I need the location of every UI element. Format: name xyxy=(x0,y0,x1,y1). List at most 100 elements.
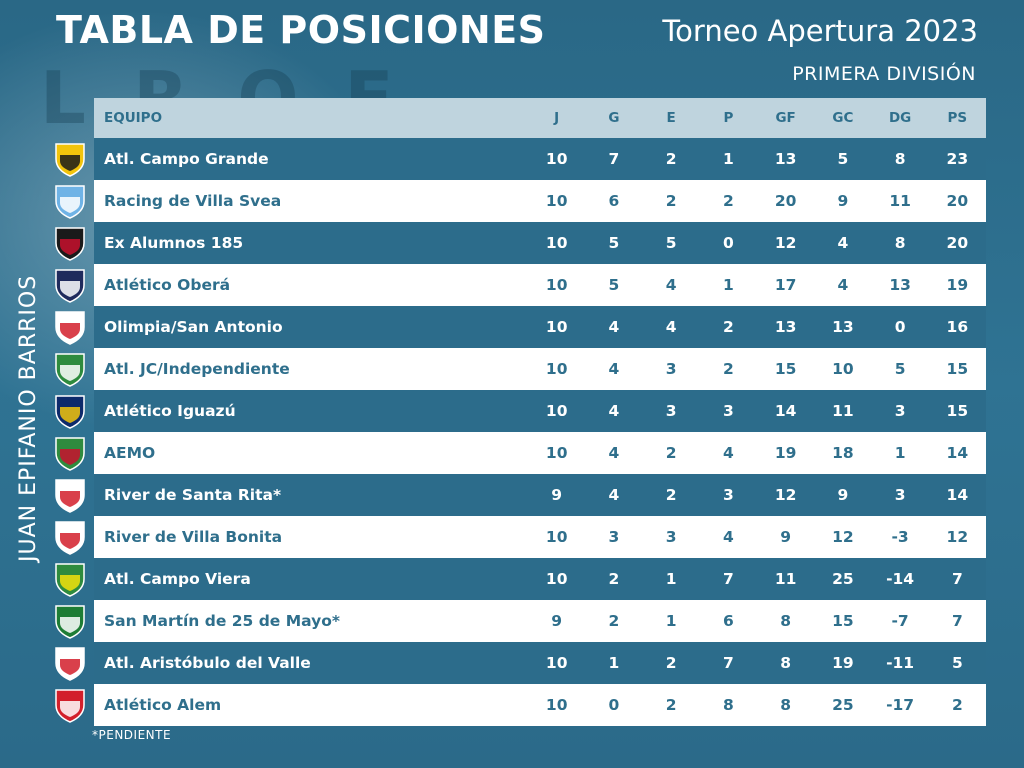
team-name: Atlético Oberá xyxy=(104,276,231,294)
table-row: Atl. Campo Viera 10 2 1 7 11 25 -14 7 xyxy=(55,558,986,600)
table-row: Atl. Aristóbulo del Valle 10 1 2 7 8 19 -11 5 xyxy=(55,642,986,684)
cell-won: 2 xyxy=(608,570,620,588)
cell-lost: 2 xyxy=(723,318,734,336)
cell-played: 10 xyxy=(545,654,568,672)
cell-drawn: 1 xyxy=(665,612,677,630)
column-header-goal-difference: DG xyxy=(888,110,912,126)
cell-goal-difference: 5 xyxy=(894,360,906,378)
team-name: Atlético Iguazú xyxy=(104,402,236,420)
team-name: Atl. Campo Grande xyxy=(104,150,269,168)
cell-goal-difference: -11 xyxy=(886,654,915,672)
cell-lost: 4 xyxy=(723,444,734,462)
cell-goals-for: 11 xyxy=(774,570,797,588)
cell-drawn: 2 xyxy=(665,192,677,210)
cell-played: 10 xyxy=(545,234,568,252)
cell-goals-for: 8 xyxy=(780,654,792,672)
cell-drawn: 5 xyxy=(665,234,677,252)
cell-drawn: 4 xyxy=(665,318,677,336)
cell-drawn: 3 xyxy=(665,402,677,420)
cell-lost: 8 xyxy=(723,696,734,714)
cell-goals-for: 19 xyxy=(774,444,797,462)
cell-goal-difference: 13 xyxy=(889,276,911,294)
shield-yellow-black-icon xyxy=(55,143,85,177)
shield-green-yellow-icon xyxy=(55,563,85,597)
cell-points: 19 xyxy=(946,276,969,294)
cell-drawn: 2 xyxy=(665,486,677,504)
cell-won: 7 xyxy=(608,150,620,168)
table-row: River de Santa Rita* 9 4 2 3 12 9 3 14 xyxy=(55,474,986,516)
column-header-played: J xyxy=(554,110,560,126)
cell-goal-difference: 0 xyxy=(894,318,906,336)
column-header-goals-against: GC xyxy=(832,110,854,126)
cell-drawn: 3 xyxy=(665,528,677,546)
table-row: Atl. Campo Grande 10 7 2 1 13 5 8 23 xyxy=(55,138,986,180)
column-header-team: EQUIPO xyxy=(104,110,163,126)
team-name: Olimpia/San Antonio xyxy=(104,318,283,336)
tournament-name: Torneo Apertura 2023 xyxy=(662,14,978,48)
cell-goal-difference: 8 xyxy=(894,150,906,168)
cell-goal-difference: 11 xyxy=(889,192,911,210)
cell-drawn: 2 xyxy=(665,150,677,168)
table-row: Atlético Oberá 10 5 4 1 17 4 13 19 xyxy=(55,264,986,306)
team-name: AEMO xyxy=(104,444,156,462)
cell-goals-against: 9 xyxy=(837,192,849,210)
cell-played: 10 xyxy=(545,192,568,210)
team-name: Atl. Aristóbulo del Valle xyxy=(104,654,311,672)
cell-goals-against: 4 xyxy=(837,234,849,252)
cell-played: 10 xyxy=(545,570,568,588)
cell-goals-against: 9 xyxy=(837,486,849,504)
cell-points: 5 xyxy=(951,654,963,672)
cell-points: 23 xyxy=(946,150,969,168)
cell-goals-for: 8 xyxy=(780,612,792,630)
table-row: Atlético Iguazú 10 4 3 3 14 11 3 15 xyxy=(55,390,986,432)
cell-won: 4 xyxy=(608,444,620,462)
cell-goal-difference: -17 xyxy=(886,696,915,714)
cell-goals-against: 4 xyxy=(837,276,849,294)
cell-won: 4 xyxy=(608,402,620,420)
cell-drawn: 2 xyxy=(665,696,677,714)
cell-lost: 7 xyxy=(723,570,734,588)
column-header-drawn: E xyxy=(666,110,676,126)
shield-white-red-stripes-icon xyxy=(55,647,85,681)
cell-lost: 0 xyxy=(723,234,734,252)
shield-blue-yellow-icon xyxy=(55,395,85,429)
cell-goals-against: 15 xyxy=(832,612,854,630)
cell-drawn: 2 xyxy=(665,444,677,462)
team-name: Atlético Alem xyxy=(104,696,222,714)
shield-black-red-icon xyxy=(55,227,85,261)
cell-goals-against: 12 xyxy=(832,528,854,546)
team-name: Racing de Villa Svea xyxy=(104,192,282,210)
cell-points: 7 xyxy=(951,612,963,630)
cell-lost: 1 xyxy=(723,276,734,294)
side-caption: JUAN EPIFANIO BARRIOS xyxy=(16,274,41,562)
cell-points: 20 xyxy=(946,192,969,210)
page-title: TABLA DE POSICIONES xyxy=(56,8,546,52)
cell-won: 5 xyxy=(608,276,620,294)
cell-played: 10 xyxy=(545,276,568,294)
badge-green-red-icon xyxy=(55,437,85,471)
cell-won: 1 xyxy=(608,654,620,672)
column-header-points: PS xyxy=(947,110,968,126)
cell-lost: 4 xyxy=(723,528,734,546)
shield-white-red-icon xyxy=(55,521,85,555)
cell-drawn: 2 xyxy=(665,654,677,672)
cell-points: 16 xyxy=(946,318,969,336)
team-name: River de Villa Bonita xyxy=(104,528,283,546)
cell-drawn: 4 xyxy=(665,276,677,294)
shield-white-red-icon xyxy=(55,479,85,513)
cell-won: 6 xyxy=(608,192,620,210)
cell-played: 10 xyxy=(545,696,568,714)
shield-green-white-stripes-icon xyxy=(55,605,85,639)
cell-goals-for: 12 xyxy=(774,486,797,504)
shield-red-white-stripes-icon xyxy=(55,689,85,723)
cell-played: 9 xyxy=(551,612,563,630)
shield-skyblue-white-icon xyxy=(55,185,85,219)
standings-table: EQUIPO J G E P GF GC DG PS Atl. Campo Gr… xyxy=(55,98,986,726)
shield-green-white-icon xyxy=(55,353,85,387)
cell-drawn: 1 xyxy=(665,570,677,588)
cell-goals-against: 18 xyxy=(832,444,854,462)
cell-lost: 1 xyxy=(723,150,734,168)
cell-goals-against: 10 xyxy=(832,360,854,378)
table-header-row: EQUIPO J G E P GF GC DG PS xyxy=(94,98,986,138)
cell-played: 9 xyxy=(551,486,563,504)
